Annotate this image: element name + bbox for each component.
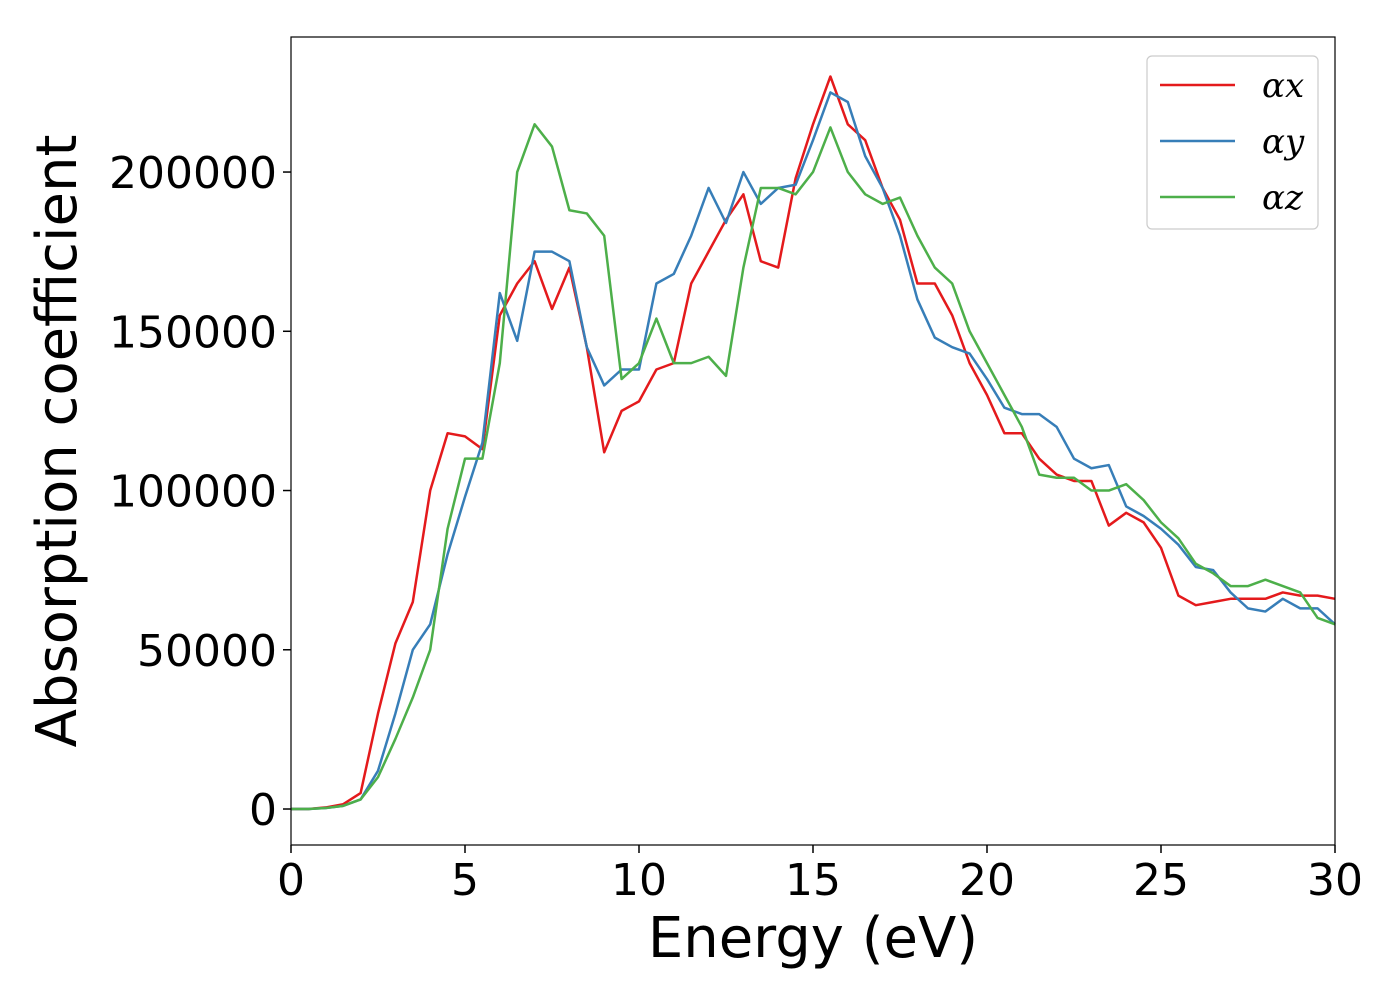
legend-label: αx	[1262, 66, 1304, 106]
y-tick-label: 100000	[109, 467, 277, 518]
legend-label: αz	[1262, 178, 1304, 218]
x-tick-label: 30	[1307, 855, 1363, 906]
plot-frame	[290, 36, 1336, 846]
x-tick-label: 0	[277, 855, 305, 906]
series-line	[291, 75, 1336, 811]
y-tick-label: 50000	[137, 626, 277, 677]
series-line	[291, 91, 1336, 811]
y-axis-label: Absorption coefficient	[25, 135, 90, 748]
y-tick-label: 0	[249, 785, 277, 836]
y-tick-label: 200000	[109, 148, 277, 199]
x-tick-label: 20	[959, 855, 1015, 906]
x-tick-label: 15	[785, 855, 841, 906]
x-axis-label: Energy (eV)	[648, 906, 978, 971]
x-tick-label: 5	[451, 855, 479, 906]
x-tick-label: 25	[1133, 855, 1189, 906]
legend-label: αy	[1262, 122, 1305, 162]
series-line	[291, 123, 1336, 811]
x-tick-label: 10	[611, 855, 667, 906]
y-tick-label: 150000	[109, 307, 277, 358]
legend-box	[1146, 55, 1319, 230]
